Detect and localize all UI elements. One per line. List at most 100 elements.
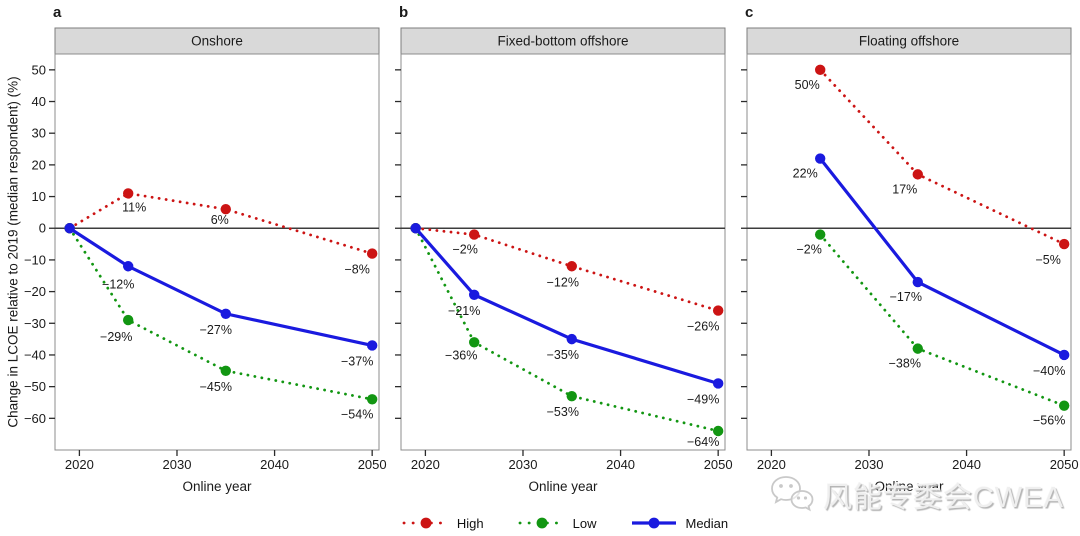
- x-tick-label: 2030: [163, 457, 192, 472]
- y-tick-label: −60: [24, 411, 46, 426]
- point-label: −40%: [1033, 364, 1065, 378]
- y-tick-label: 40: [32, 94, 46, 109]
- panel-c: c Floating offshore 2020 2030 2040 2050 Online…: [741, 4, 1079, 494]
- data-point-high: [712, 305, 724, 316]
- y-tick-label: −10: [24, 252, 46, 267]
- point-label: 50%: [795, 78, 820, 92]
- point-label: 6%: [211, 213, 229, 227]
- series-median-line: [68, 226, 373, 348]
- data-point-high: [1058, 238, 1070, 250]
- series-median-line: [414, 227, 719, 386]
- legend-marker-dotted: [518, 517, 566, 529]
- x-tick-label: 2030: [855, 457, 884, 472]
- data-point-high: [220, 204, 231, 215]
- data-point-low: [712, 425, 724, 437]
- data-point-median: [712, 378, 724, 389]
- legend-item-median: Median: [630, 515, 728, 531]
- x-tick-label: 2040: [606, 457, 635, 472]
- x-tick-label: 2040: [952, 457, 981, 472]
- data-point-median: [814, 153, 826, 164]
- legend-marker-dotted: [402, 517, 450, 529]
- panel-header: [746, 27, 1072, 55]
- data-point-median: [566, 333, 577, 345]
- data-point-low: [566, 390, 577, 402]
- plot-area: [746, 53, 1072, 451]
- point-label: −45%: [200, 380, 232, 394]
- point-label: −2%: [797, 243, 822, 257]
- x-tick-label: 2050: [358, 457, 387, 472]
- point-label: −35%: [547, 348, 579, 362]
- data-point-low: [912, 343, 923, 354]
- point-label: 22%: [793, 167, 818, 181]
- panel-title: Fixed-bottom offshore: [497, 34, 628, 49]
- x-tick-label: 2040: [260, 457, 289, 472]
- panel-a: a Onshore 50 40 30 20 10 0 −10 −20 −30 −40 −50 −60 202…: [24, 4, 387, 494]
- legend-label: Low: [572, 515, 597, 531]
- x-tick-label: 2050: [704, 457, 733, 472]
- point-label: −17%: [890, 290, 922, 304]
- plot-area: [54, 53, 380, 451]
- data-point-median: [468, 289, 480, 300]
- legend-label: Median: [685, 515, 729, 531]
- point-label: 17%: [892, 182, 917, 196]
- data-point-median: [122, 261, 134, 272]
- panel-letter: b: [399, 4, 408, 21]
- data-point-high: [912, 169, 923, 180]
- x-axis-label: Online year: [874, 479, 944, 494]
- data-point-high: [366, 248, 378, 259]
- data-point-median: [366, 340, 378, 351]
- point-label: −12%: [547, 275, 579, 289]
- panel-b: b Fixed-bottom offshore 2020 2030 2040 2050 On…: [395, 4, 733, 494]
- y-tick-label: −50: [24, 379, 46, 394]
- y-tick-label: 0: [39, 221, 46, 236]
- series-low-line: [818, 233, 1066, 408]
- legend-item-low: Low: [518, 515, 597, 531]
- y-tick-label: 20: [32, 157, 46, 172]
- legend-item-high: High: [402, 515, 484, 531]
- x-tick-label: 2020: [757, 457, 786, 472]
- data-point-low: [366, 394, 378, 405]
- data-point-high: [468, 229, 480, 240]
- x-axis-label: Online year: [182, 479, 252, 494]
- point-label: −53%: [547, 405, 579, 419]
- point-label: −21%: [448, 304, 480, 318]
- point-label: −64%: [687, 435, 719, 449]
- y-axis-label: Change in LCOE relative to 2019 (median …: [5, 76, 21, 428]
- series-high-line: [818, 68, 1066, 246]
- point-label: −49%: [687, 392, 719, 406]
- data-point-median: [410, 223, 421, 234]
- y-tick-label: −40: [24, 347, 46, 362]
- series-low-line: [414, 226, 720, 433]
- legend: High Low Median: [25, 511, 1080, 535]
- data-point-low: [220, 365, 231, 376]
- data-point-high: [122, 188, 134, 199]
- y-tick-label: 10: [32, 189, 46, 204]
- point-label: −37%: [341, 354, 373, 368]
- x-tick-label: 2020: [65, 457, 94, 472]
- panel-letter: c: [745, 4, 753, 21]
- series-high-line: [414, 226, 720, 313]
- point-label: −5%: [1035, 253, 1060, 267]
- y-tick-label: −30: [24, 316, 46, 331]
- point-label: −38%: [889, 357, 921, 371]
- data-point-median: [912, 276, 923, 288]
- y-tick-label: −20: [24, 284, 46, 299]
- point-label: −2%: [453, 243, 478, 257]
- panel-title: Onshore: [191, 34, 243, 49]
- data-point-low: [1058, 400, 1070, 411]
- point-label: −26%: [687, 320, 719, 334]
- data-point-high: [814, 64, 826, 76]
- data-point-median: [64, 223, 75, 234]
- data-point-median: [1058, 349, 1070, 361]
- point-label: −29%: [100, 330, 132, 344]
- point-label: −36%: [445, 348, 477, 362]
- plot-area: [400, 53, 726, 451]
- x-tick-label: 2020: [411, 457, 440, 472]
- panel-letter: a: [53, 4, 62, 21]
- legend-dot: [649, 517, 660, 529]
- point-label: −54%: [341, 407, 373, 421]
- legend-dot: [420, 517, 432, 529]
- legend-dot: [536, 517, 548, 529]
- legend-marker-solid: [632, 517, 677, 529]
